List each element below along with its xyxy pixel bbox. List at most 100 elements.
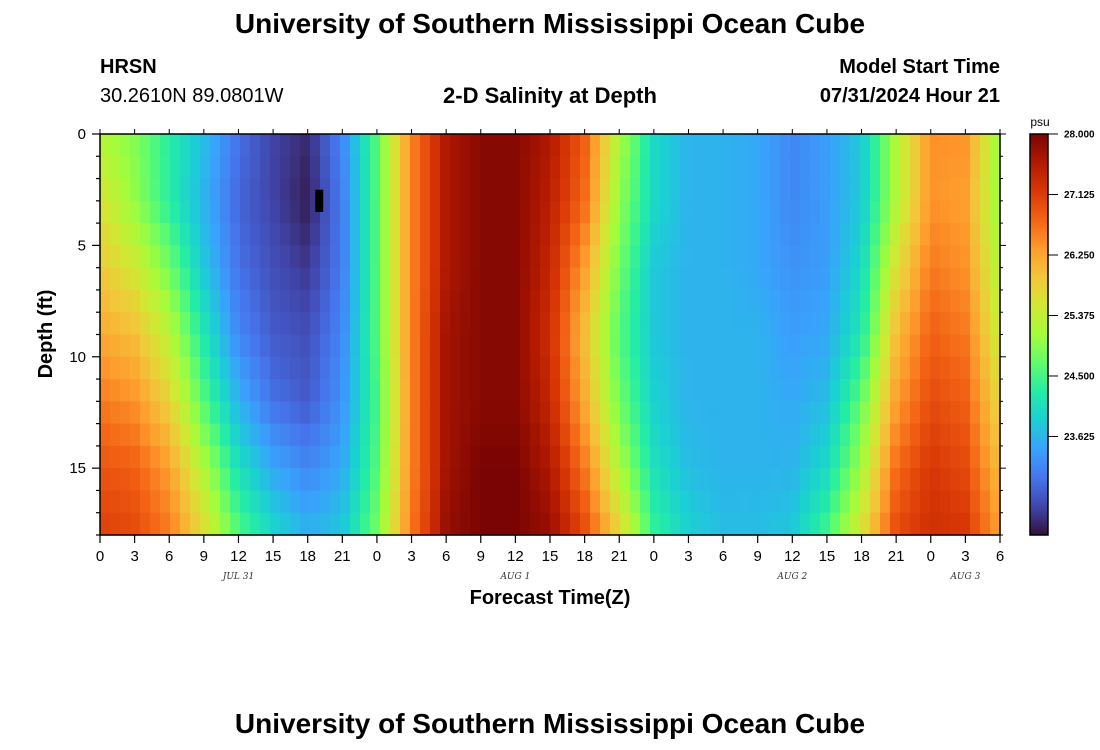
heatmap-cell bbox=[840, 490, 851, 514]
heatmap-cell bbox=[550, 512, 561, 536]
heatmap-cell bbox=[380, 223, 391, 246]
heatmap-cell bbox=[780, 468, 791, 492]
heatmap-cell bbox=[560, 356, 571, 380]
heatmap-cell bbox=[930, 423, 941, 447]
heatmap-cell bbox=[350, 379, 361, 402]
heatmap-cell bbox=[120, 490, 131, 514]
heatmap-cell bbox=[530, 223, 541, 246]
heatmap-cell bbox=[560, 312, 571, 336]
heatmap-cell bbox=[440, 512, 451, 536]
heatmap-cell bbox=[130, 379, 141, 402]
heatmap-cell bbox=[150, 334, 161, 358]
heatmap-cell bbox=[180, 356, 191, 380]
heatmap-cell bbox=[450, 312, 461, 336]
heatmap-cell bbox=[440, 245, 451, 269]
heatmap-cell bbox=[290, 490, 301, 514]
heatmap-cell bbox=[310, 356, 321, 380]
heatmap-cell bbox=[660, 200, 671, 224]
heatmap-cell bbox=[590, 356, 601, 380]
heatmap-cell bbox=[560, 379, 571, 402]
heatmap-cell bbox=[340, 490, 351, 514]
heatmap-cell bbox=[530, 134, 541, 157]
heatmap-cell bbox=[380, 468, 391, 492]
heatmap-cell bbox=[230, 245, 241, 269]
heatmap-cell bbox=[230, 134, 241, 157]
heatmap-cell bbox=[140, 156, 151, 180]
heatmap-cell bbox=[790, 156, 801, 180]
heatmap-cell bbox=[130, 289, 141, 313]
heatmap-cell bbox=[140, 423, 151, 447]
heatmap-cell bbox=[250, 334, 261, 358]
heatmap-cell bbox=[980, 245, 991, 269]
heatmap-cell bbox=[660, 223, 671, 246]
heatmap-cell bbox=[760, 356, 771, 380]
heatmap-cell bbox=[140, 490, 151, 514]
heatmap-cell bbox=[870, 356, 881, 380]
x-tick-label: 21 bbox=[611, 548, 628, 565]
heatmap-cell bbox=[460, 223, 471, 246]
heatmap-cell bbox=[130, 423, 141, 447]
heatmap-cell bbox=[210, 334, 221, 358]
heatmap-cell bbox=[610, 445, 621, 469]
heatmap-cell bbox=[150, 445, 161, 469]
heatmap-cell bbox=[590, 401, 601, 425]
heatmap-cell bbox=[880, 445, 891, 469]
heatmap-cell bbox=[800, 245, 811, 269]
heatmap-cell bbox=[600, 401, 611, 425]
heatmap-cell bbox=[840, 401, 851, 425]
heatmap-cell bbox=[540, 334, 551, 358]
heatmap-cell bbox=[500, 267, 511, 291]
heatmap-cell bbox=[380, 267, 391, 291]
heatmap-cell bbox=[250, 178, 261, 202]
heatmap-cell bbox=[980, 312, 991, 336]
heatmap-cell bbox=[180, 245, 191, 269]
heatmap-cell bbox=[820, 223, 831, 246]
x-tick-label: 15 bbox=[265, 548, 282, 565]
heatmap-cell bbox=[310, 401, 321, 425]
heatmap-cell bbox=[240, 423, 251, 447]
heatmap-cell bbox=[910, 134, 921, 157]
heatmap-cell bbox=[640, 423, 651, 447]
heatmap-cell bbox=[930, 401, 941, 425]
x-tick-label: 12 bbox=[507, 548, 524, 565]
heatmap-cell bbox=[980, 490, 991, 514]
heatmap-cell bbox=[250, 468, 261, 492]
heatmap-cell bbox=[520, 379, 531, 402]
heatmap-cell bbox=[910, 312, 921, 336]
heatmap-cell bbox=[790, 401, 801, 425]
heatmap-cell bbox=[810, 512, 821, 536]
heatmap-cell bbox=[530, 267, 541, 291]
heatmap-cell bbox=[220, 401, 231, 425]
heatmap-cell bbox=[960, 289, 971, 313]
heatmap-cell bbox=[330, 401, 341, 425]
heatmap-cell bbox=[190, 223, 201, 246]
heatmap-cell bbox=[300, 156, 311, 180]
heatmap-cell bbox=[100, 379, 111, 402]
heatmap-cell bbox=[670, 401, 681, 425]
heatmap-cell bbox=[970, 156, 981, 180]
heatmap-cell bbox=[470, 134, 481, 157]
heatmap-cell bbox=[980, 223, 991, 246]
heatmap-cell bbox=[630, 401, 641, 425]
heatmap-cell bbox=[130, 134, 141, 157]
heatmap-cell bbox=[530, 379, 541, 402]
heatmap-cell bbox=[950, 289, 961, 313]
heatmap-cell bbox=[150, 356, 161, 380]
heatmap-cell bbox=[460, 334, 471, 358]
heatmap-cell bbox=[570, 512, 581, 536]
model-start-value: 07/31/2024 Hour 21 bbox=[819, 85, 1000, 107]
heatmap-cell bbox=[460, 423, 471, 447]
heatmap-cell bbox=[850, 512, 861, 536]
heatmap-cell bbox=[110, 490, 121, 514]
heatmap-cell bbox=[400, 356, 411, 380]
heatmap-cell bbox=[610, 223, 621, 246]
heatmap-cell bbox=[600, 245, 611, 269]
heatmap-cell bbox=[710, 267, 721, 291]
heatmap-cell bbox=[500, 423, 511, 447]
heatmap-cell bbox=[570, 289, 581, 313]
heatmap-cell bbox=[490, 468, 501, 492]
heatmap-cell bbox=[100, 178, 111, 202]
heatmap-cell bbox=[420, 312, 431, 336]
heatmap-cell bbox=[510, 134, 521, 157]
